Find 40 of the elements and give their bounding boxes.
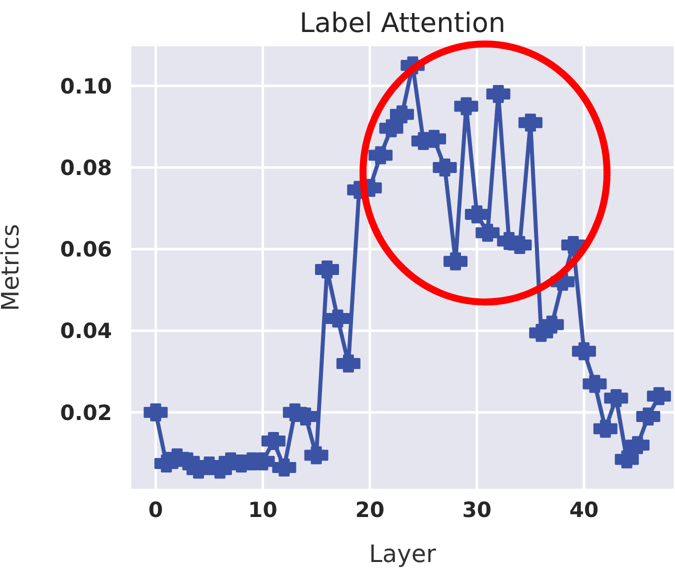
point	[626, 436, 650, 454]
point	[518, 114, 542, 132]
point	[486, 84, 510, 103]
point	[272, 458, 296, 477]
point	[368, 146, 393, 164]
point	[572, 342, 596, 360]
point	[294, 408, 318, 426]
point	[315, 260, 340, 279]
point	[432, 158, 457, 176]
x-axis-title: Layer	[369, 540, 436, 568]
point	[454, 97, 478, 116]
x-tick-label: 10	[248, 498, 278, 522]
y-tick-label: 0.08	[60, 156, 112, 180]
point	[636, 408, 660, 426]
y-tick-label: 0.06	[60, 238, 112, 262]
point	[508, 236, 532, 254]
y-tick-label: 0.02	[60, 400, 112, 425]
point	[261, 432, 286, 450]
point	[582, 374, 607, 393]
point	[476, 224, 500, 242]
x-tick-label: 30	[462, 498, 492, 522]
point	[379, 119, 404, 138]
point	[604, 389, 628, 408]
chart-title: Label Attention	[298, 8, 507, 39]
point	[464, 205, 489, 224]
point	[336, 354, 360, 372]
point	[390, 105, 414, 124]
point	[144, 403, 168, 422]
y-axis-title: Metrics	[0, 224, 25, 312]
point	[614, 450, 639, 468]
point	[646, 387, 671, 406]
x-tick-label: 20	[355, 498, 384, 522]
y-tick-label: 0.10	[60, 74, 112, 98]
y-tick-label: 0.04	[60, 319, 112, 344]
point	[444, 252, 468, 270]
point	[326, 310, 350, 328]
x-tick-label: 40	[569, 498, 599, 522]
x-tick-label: 0	[148, 498, 164, 522]
point	[593, 420, 618, 438]
point	[304, 446, 328, 464]
